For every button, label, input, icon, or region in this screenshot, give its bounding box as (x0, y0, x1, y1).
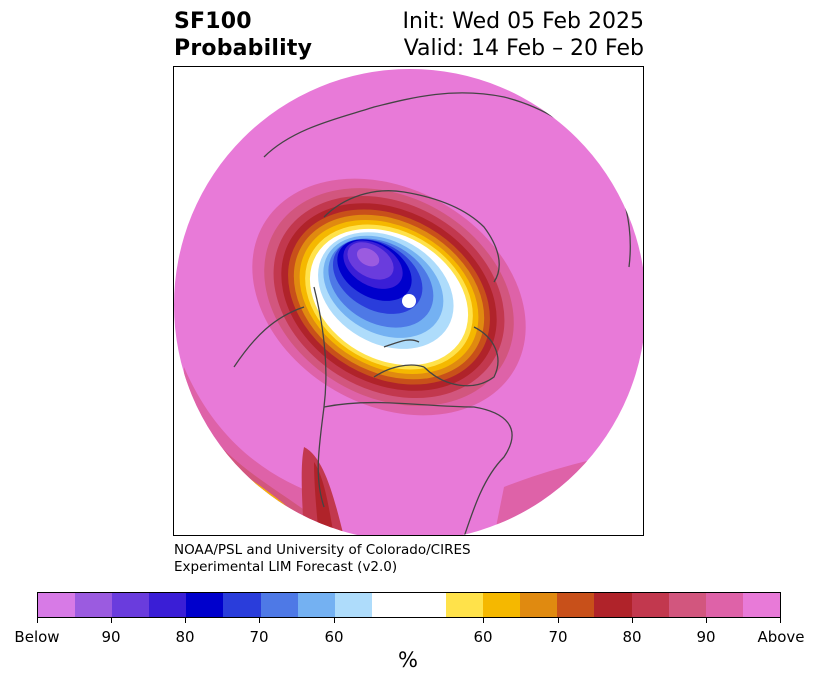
colorbar-segment (75, 593, 113, 617)
colorbar-segment (334, 593, 372, 617)
colorbar-tick-label: 90 (101, 628, 121, 646)
colorbar-tick-label: 60 (473, 628, 493, 646)
colorbar-tickmark (632, 618, 633, 623)
colorbar-tickmark (780, 618, 781, 623)
colorbar (37, 592, 781, 618)
colorbar-segment (260, 593, 298, 617)
colorbar-segment (668, 593, 706, 617)
colorbar-tick-label: 80 (175, 628, 195, 646)
colorbar-tickmark (259, 618, 260, 623)
colorbar-segment (483, 593, 521, 617)
colorbar-segment (186, 593, 224, 617)
credit: NOAA/PSL and University of Colorado/CIRE… (174, 542, 471, 576)
title-right: Init: Wed 05 Feb 2025 Valid: 14 Feb – 20… (403, 8, 644, 62)
pole-marker (402, 294, 416, 308)
anomaly-center (252, 178, 526, 416)
colorbar-segment (297, 593, 335, 617)
colorbar-segment (594, 593, 632, 617)
colorbar-segment (742, 593, 780, 617)
colorbar-tick-label: 70 (548, 628, 568, 646)
colorbar-tick-label: 80 (622, 628, 642, 646)
colorbar-tickmark (558, 618, 559, 623)
valid-range: Valid: 14 Feb – 20 Feb (403, 36, 644, 61)
colorbar-segment (446, 593, 484, 617)
colorbar-segment (223, 593, 261, 617)
colorbar-segment (112, 593, 150, 617)
map-svg (174, 69, 643, 535)
colorbar-tick-label: 60 (324, 628, 344, 646)
colorbar-segment (149, 593, 187, 617)
title-variable: SF100 (174, 9, 252, 34)
colorbar-tick-label: Above (757, 628, 805, 646)
colorbar-tick-label: 90 (696, 628, 716, 646)
colorbar-tick-label: 70 (249, 628, 269, 646)
colorbar-tickmark (111, 618, 112, 623)
init-date: Init: Wed 05 Feb 2025 (402, 9, 644, 34)
colorbar-segment (371, 593, 447, 617)
colorbar-segment (520, 593, 558, 617)
colorbar-tick-label: Below (14, 628, 60, 646)
colorbar-segment (705, 593, 743, 617)
colorbar-segment (631, 593, 669, 617)
colorbar-segment (557, 593, 595, 617)
colorbar-tickmark (185, 618, 186, 623)
colorbar-segment (38, 593, 76, 617)
credit-line-2: Experimental LIM Forecast (v2.0) (174, 559, 398, 575)
colorbar-tickmark (37, 618, 38, 623)
colorbar-units: % (398, 648, 418, 672)
forecast-map (173, 66, 644, 536)
colorbar-tickmark (483, 618, 484, 623)
colorbar-tickmark (706, 618, 707, 623)
credit-line-1: NOAA/PSL and University of Colorado/CIRE… (174, 542, 471, 558)
title-type: Probability (174, 36, 313, 61)
colorbar-tickmark (334, 618, 335, 623)
title-left: SF100 Probability (174, 8, 312, 62)
